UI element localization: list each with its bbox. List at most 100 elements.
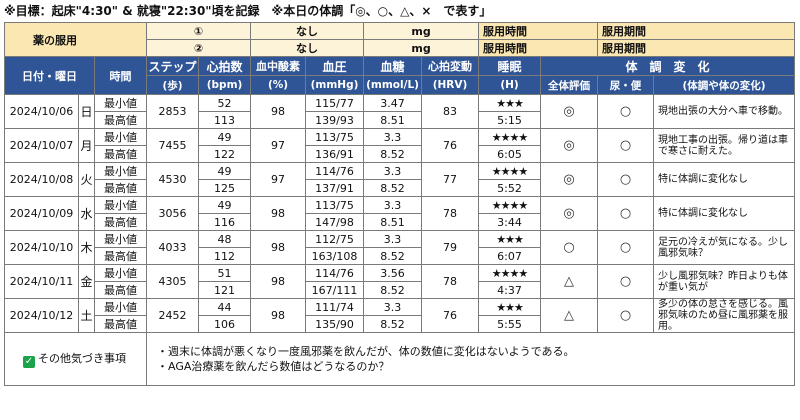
hr-max-cell: 122 bbox=[198, 145, 252, 163]
overall-cell: △ bbox=[540, 264, 599, 299]
min-label: 最小値 bbox=[93, 264, 148, 282]
med-period-label: 服用期間 bbox=[597, 39, 796, 57]
sugar-max-cell: 8.52 bbox=[363, 315, 423, 333]
sleep-stars: ★★★★ bbox=[478, 128, 542, 146]
header-hrv-unit: (HRV) bbox=[421, 75, 480, 95]
toilet-cell: ○ bbox=[597, 94, 655, 129]
header-change: 体 調 変 化 bbox=[540, 56, 796, 76]
condition-note: 特に体調に変化なし bbox=[653, 196, 796, 231]
max-label: 最高値 bbox=[93, 315, 148, 333]
hrv-cell: 76 bbox=[421, 128, 480, 163]
spo2-cell: 98 bbox=[250, 94, 307, 129]
steps-cell: 4033 bbox=[146, 230, 200, 265]
sugar-max-cell: 8.52 bbox=[363, 179, 423, 197]
hr-max-cell: 125 bbox=[198, 179, 252, 197]
bp-min-cell: 111/74 bbox=[305, 298, 365, 316]
condition-note: 足元の冷えが気になる。少し風邪気味？ bbox=[653, 230, 796, 265]
header-row-1: 日付・曜日 時間 ステップ 心拍数 血中酸素 血圧 血糖 心拍変動 睡眠 体 調… bbox=[4, 56, 796, 95]
day-row-min: 2024/10/08 火最小値 4530 49 97 114/76 3.3 77 ★★★★ ◎ ○ 特… bbox=[4, 162, 796, 197]
header-bp-unit: (mmHg) bbox=[305, 75, 365, 95]
sleep-time: 3:44 bbox=[478, 213, 542, 231]
date-cell: 2024/10/12 bbox=[4, 298, 79, 333]
sugar-min-cell: 3.3 bbox=[363, 128, 423, 146]
header-time: 時間 bbox=[93, 56, 148, 95]
steps-cell: 2452 bbox=[146, 298, 200, 333]
day-row-max: 最高値 125 137/91 8.52 5:52 bbox=[5, 179, 795, 197]
toilet-cell: ○ bbox=[597, 264, 655, 299]
header-sugar-unit: (mmol/L) bbox=[363, 75, 423, 95]
min-label: 最小値 bbox=[93, 128, 148, 146]
spo2-cell: 98 bbox=[250, 264, 307, 299]
health-table: 薬の服用 ① なし mg 服用時間 服用期間 ② なし mg 服用時間 服用期間… bbox=[3, 22, 796, 386]
sleep-time: 6:07 bbox=[478, 247, 542, 265]
sleep-stars: ★★★★ bbox=[478, 264, 542, 282]
sleep-time: 6:05 bbox=[478, 145, 542, 163]
bp-min-cell: 112/75 bbox=[305, 230, 365, 248]
sleep-time: 4:37 bbox=[478, 281, 542, 299]
checkbox-icon: ✓ bbox=[23, 356, 35, 368]
bp-max-cell: 147/98 bbox=[305, 213, 365, 231]
min-label: 最小値 bbox=[93, 230, 148, 248]
med-unit: mg bbox=[363, 39, 480, 57]
notes-text: ・週末に体調が悪くなり一度風邪薬を飲んだが、体の数値に変化はないようである。 ・… bbox=[146, 332, 796, 386]
overall-cell: △ bbox=[540, 298, 599, 333]
med-row-1: 薬の服用 ① なし mg 服用時間 服用期間 bbox=[3, 22, 796, 57]
header-bp: 血圧 bbox=[305, 56, 365, 76]
hr-min-cell: 52 bbox=[198, 94, 252, 112]
weekday-cell: 月 bbox=[78, 128, 95, 163]
goal-line: ※目標：起床"4:30" & 就寝"22:30"頃を記録 ※本日の体調「◎、○、… bbox=[4, 4, 492, 18]
toilet-cell: ○ bbox=[597, 298, 655, 333]
max-label: 最高値 bbox=[93, 281, 148, 299]
header-spo2: 血中酸素 bbox=[250, 56, 307, 76]
sugar-min-cell: 3.56 bbox=[363, 264, 423, 282]
header-toilet: 尿・便 bbox=[597, 75, 655, 95]
bp-min-cell: 114/76 bbox=[305, 264, 365, 282]
sleep-stars: ★★★ bbox=[478, 94, 542, 112]
med-name: なし bbox=[250, 22, 365, 40]
med-label: 薬の服用 bbox=[3, 22, 148, 57]
max-label: 最高値 bbox=[93, 213, 148, 231]
condition-note: 特に体調に変化なし bbox=[653, 162, 796, 197]
header-sugar: 血糖 bbox=[363, 56, 423, 76]
notes-label-cell: ✓ その他気づき事項 bbox=[3, 332, 148, 386]
sleep-stars: ★★★ bbox=[478, 298, 542, 316]
toilet-cell: ○ bbox=[597, 196, 655, 231]
sugar-max-cell: 8.51 bbox=[363, 213, 423, 231]
spo2-cell: 98 bbox=[250, 196, 307, 231]
max-label: 最高値 bbox=[93, 179, 148, 197]
header-overall: 全体評価 bbox=[540, 75, 599, 95]
max-label: 最高値 bbox=[93, 111, 148, 129]
overall-cell: ◎ bbox=[540, 196, 599, 231]
weekday-cell: 日 bbox=[78, 94, 95, 129]
spo2-cell: 98 bbox=[250, 298, 307, 333]
condition-note: 少し風邪気味？昨日よりも体が重い気が bbox=[653, 264, 796, 299]
day-row-min: 2024/10/07 月最小値 7455 49 97 113/75 3.3 76 ★★★★ ◎ ○ 現… bbox=[4, 128, 796, 163]
steps-cell: 2853 bbox=[146, 94, 200, 129]
sugar-min-cell: 3.3 bbox=[363, 298, 423, 316]
notes-row: ✓ その他気づき事項 ・週末に体調が悪くなり一度風邪薬を飲んだが、体の数値に変化は… bbox=[3, 332, 796, 386]
header-sleep: 睡眠 bbox=[478, 56, 542, 76]
weekday-cell: 金 bbox=[78, 264, 95, 299]
date-cell: 2024/10/08 bbox=[4, 162, 79, 197]
hr-min-cell: 51 bbox=[198, 264, 252, 282]
note-line: ・週末に体調が悪くなり一度風邪薬を飲んだが、体の数値に変化はないようである。 bbox=[157, 345, 575, 358]
sugar-max-cell: 8.52 bbox=[363, 145, 423, 163]
min-label: 最小値 bbox=[93, 196, 148, 214]
bp-max-cell: 163/108 bbox=[305, 247, 365, 265]
overall-cell: ◎ bbox=[540, 94, 599, 129]
hrv-cell: 83 bbox=[421, 94, 480, 129]
sugar-min-cell: 3.47 bbox=[363, 94, 423, 112]
spo2-cell: 97 bbox=[250, 128, 307, 163]
condition-note: 多少の体の怠さを感じる。風邪気味のため昼に風邪薬を服用。 bbox=[653, 298, 796, 333]
sleep-stars: ★★★★ bbox=[478, 196, 542, 214]
med-num: ① bbox=[146, 22, 252, 40]
header-steps: ステップ bbox=[146, 56, 200, 76]
spo2-cell: 97 bbox=[250, 162, 307, 197]
sugar-max-cell: 8.51 bbox=[363, 111, 423, 129]
hr-max-cell: 112 bbox=[198, 247, 252, 265]
bp-max-cell: 136/91 bbox=[305, 145, 365, 163]
sleep-time: 5:15 bbox=[478, 111, 542, 129]
bp-max-cell: 137/91 bbox=[305, 179, 365, 197]
min-label: 最小値 bbox=[93, 94, 148, 112]
bp-max-cell: 139/93 bbox=[305, 111, 365, 129]
